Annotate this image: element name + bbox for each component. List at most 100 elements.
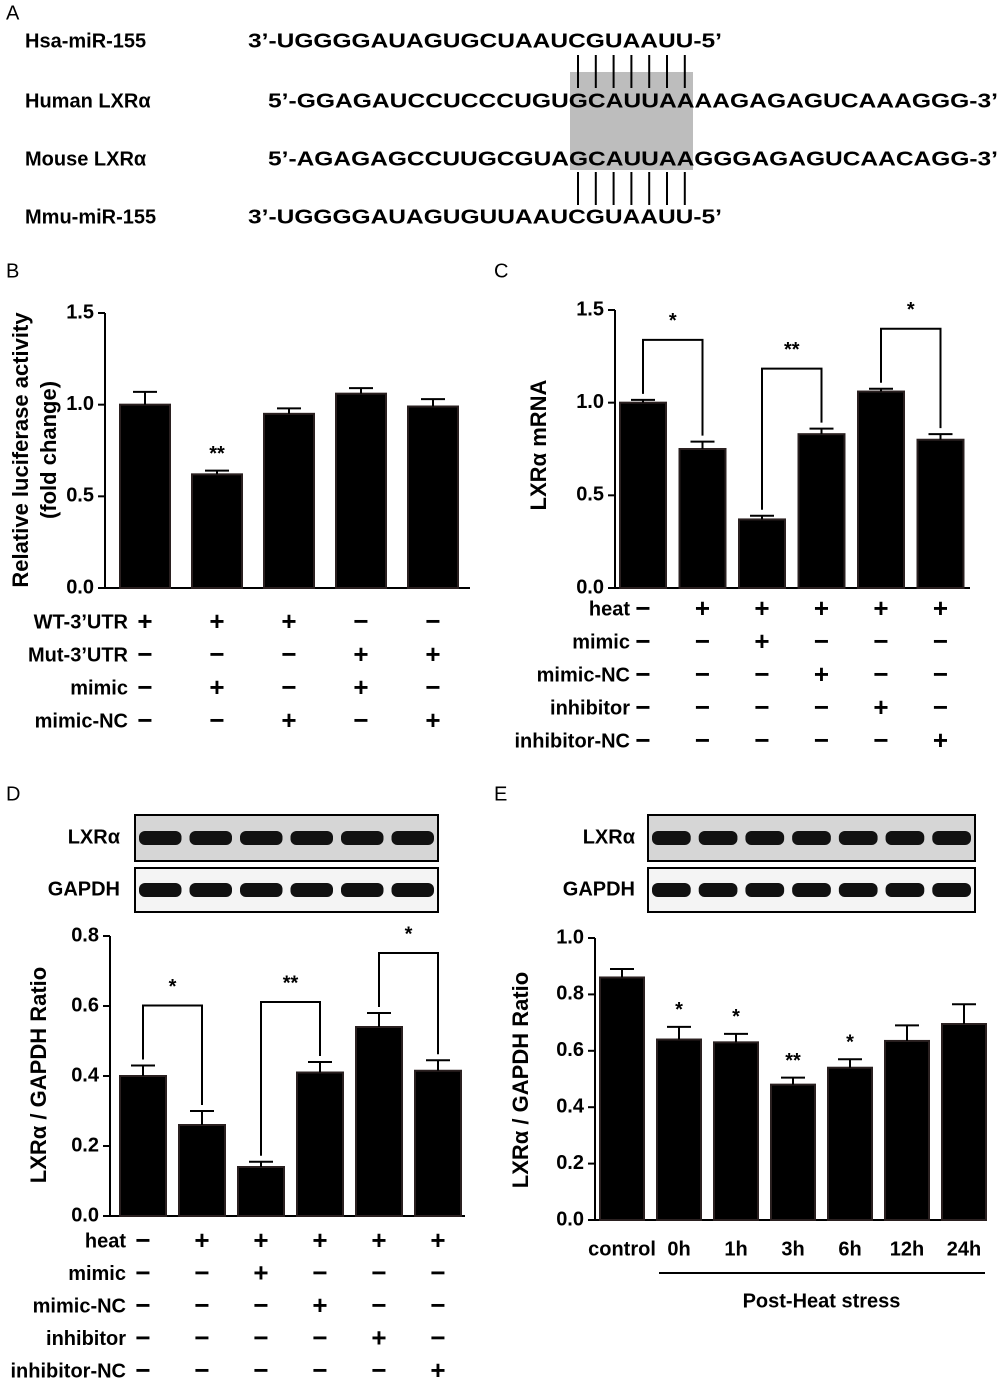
bar — [119, 1075, 167, 1217]
condition-sign: − — [425, 672, 440, 702]
condition-sign: − — [754, 659, 769, 689]
condition-name: inhibitor — [46, 1328, 126, 1350]
condition-name: mimic — [572, 631, 630, 653]
error-bar — [277, 407, 301, 414]
condition-sign: + — [353, 672, 368, 702]
y-tick-label: 0.6 — [556, 1039, 584, 1061]
bar — [237, 1166, 285, 1217]
condition-sign: − — [137, 672, 152, 702]
condition-sign: − — [253, 1322, 268, 1352]
panel-label: D — [6, 783, 20, 805]
y-tick-label: 0.6 — [71, 994, 99, 1016]
condition-sign: − — [695, 692, 710, 722]
bracket — [761, 367, 823, 510]
blot-band — [838, 831, 878, 845]
condition-sign: + — [873, 692, 888, 722]
significance: * — [846, 1032, 854, 1054]
condition-sign: − — [135, 1355, 150, 1385]
highlight-box — [570, 72, 693, 170]
error-bar — [895, 1024, 919, 1041]
condition-sign: + — [312, 1290, 327, 1320]
error-bar — [952, 1003, 976, 1025]
condition-sign: + — [933, 593, 948, 623]
error-bar — [750, 514, 774, 520]
x-tick-label: control — [588, 1238, 656, 1260]
bar — [119, 403, 171, 589]
condition-sign: − — [425, 606, 440, 636]
panel-label: E — [494, 783, 507, 805]
condition-sign: − — [873, 725, 888, 755]
condition-name: mimic — [70, 677, 128, 699]
error-bar — [631, 398, 655, 403]
sequence-name: Mmu-miR-155 — [25, 206, 156, 228]
x-tick-label: 1h — [724, 1238, 747, 1260]
error-bar — [421, 398, 445, 407]
condition-sign: − — [814, 626, 829, 656]
y-tick-label: 0.0 — [576, 576, 604, 598]
y-tick-label: 0.8 — [556, 983, 584, 1005]
condition-sign: − — [209, 705, 224, 735]
bar — [656, 1038, 702, 1222]
condition-sign: + — [312, 1225, 327, 1255]
condition-sign: + — [194, 1225, 209, 1255]
y-axis-label: Relative luciferase activity — [8, 312, 33, 588]
significance: * — [169, 976, 177, 998]
blot-frame — [134, 867, 439, 913]
condition-sign: + — [353, 639, 368, 669]
condition-sign: − — [194, 1322, 209, 1352]
y-axis-label: LXRα / GAPDH Ratio — [508, 972, 533, 1188]
panel-label: C — [494, 260, 508, 282]
blot-band — [745, 883, 785, 897]
condition-sign: + — [281, 705, 296, 735]
condition-name: inhibitor-NC — [514, 730, 630, 752]
condition-name: Mut-3’UTR — [28, 644, 129, 666]
y-tick-label: 1.5 — [576, 298, 604, 320]
condition-sign: − — [635, 725, 650, 755]
condition-sign: + — [137, 606, 152, 636]
y-tick-label: 0.4 — [556, 1095, 585, 1117]
sequence: 3’-UGGGGAUAGUGCUAAUCGUAAUU-5’ — [248, 30, 722, 52]
bar — [770, 1083, 816, 1222]
x-tick-label: 0h — [667, 1238, 690, 1260]
blot-band — [885, 831, 925, 845]
condition-sign: − — [312, 1355, 327, 1385]
y-tick-label: 0.8 — [71, 924, 99, 946]
condition-sign: + — [873, 593, 888, 623]
condition-sign: − — [137, 705, 152, 735]
condition-sign: − — [135, 1322, 150, 1352]
condition-sign: − — [933, 626, 948, 656]
condition-sign: + — [253, 1257, 268, 1287]
blot-band — [745, 831, 785, 845]
condition-sign: − — [209, 639, 224, 669]
condition-sign: − — [312, 1257, 327, 1287]
sequence-name: Hsa-miR-155 — [25, 30, 146, 52]
condition-sign: − — [873, 659, 888, 689]
condition-sign: − — [371, 1290, 386, 1320]
condition-sign: + — [754, 626, 769, 656]
condition-sign: − — [135, 1290, 150, 1320]
error-bar — [869, 387, 893, 392]
blot-band — [652, 831, 691, 845]
condition-sign: − — [695, 725, 710, 755]
sequence: 5’-AGAGAGCCUUGCGUAGCAUUAAGGGAGAGUCAACAGG… — [268, 148, 998, 170]
error-bar — [133, 390, 157, 405]
error-bar — [308, 1061, 332, 1073]
condition-sign: + — [371, 1322, 386, 1352]
significance: * — [669, 310, 677, 332]
condition-sign: + — [814, 659, 829, 689]
error-bar — [809, 427, 834, 435]
condition-sign: − — [754, 725, 769, 755]
error-bar — [190, 1110, 214, 1125]
condition-name: inhibitor — [550, 697, 630, 719]
condition-sign: − — [135, 1257, 150, 1287]
bar — [738, 518, 786, 590]
error-bar — [928, 433, 953, 440]
condition-sign: − — [281, 672, 296, 702]
bar — [678, 448, 727, 589]
condition-sign: − — [635, 659, 650, 689]
condition-sign: − — [635, 626, 650, 656]
blot-band — [792, 831, 831, 845]
condition-name: mimic — [68, 1263, 126, 1285]
condition-sign: − — [430, 1322, 445, 1352]
